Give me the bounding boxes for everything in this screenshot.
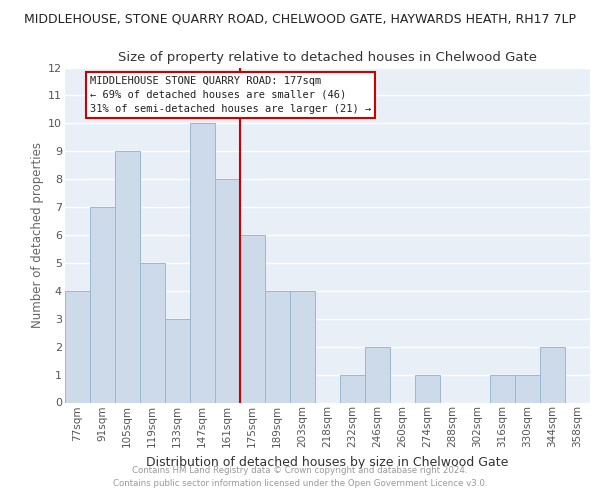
Text: MIDDLEHOUSE, STONE QUARRY ROAD, CHELWOOD GATE, HAYWARDS HEATH, RH17 7LP: MIDDLEHOUSE, STONE QUARRY ROAD, CHELWOOD… xyxy=(24,12,576,26)
Bar xyxy=(90,207,115,402)
Bar xyxy=(215,179,240,402)
Bar xyxy=(365,346,390,403)
Bar xyxy=(265,291,290,403)
Bar xyxy=(165,319,190,402)
Bar xyxy=(115,151,140,403)
Bar xyxy=(515,374,540,402)
Bar xyxy=(415,374,440,402)
Bar xyxy=(190,124,215,402)
Bar xyxy=(140,263,165,402)
Bar xyxy=(340,374,365,402)
Bar xyxy=(240,235,265,402)
Bar xyxy=(540,346,565,403)
X-axis label: Distribution of detached houses by size in Chelwood Gate: Distribution of detached houses by size … xyxy=(146,456,508,468)
Title: Size of property relative to detached houses in Chelwood Gate: Size of property relative to detached ho… xyxy=(118,50,537,64)
Text: MIDDLEHOUSE STONE QUARRY ROAD: 177sqm
← 69% of detached houses are smaller (46)
: MIDDLEHOUSE STONE QUARRY ROAD: 177sqm ← … xyxy=(90,76,371,114)
Bar xyxy=(490,374,515,402)
Y-axis label: Number of detached properties: Number of detached properties xyxy=(31,142,44,328)
Bar xyxy=(65,291,90,403)
Bar xyxy=(290,291,315,403)
Text: Contains HM Land Registry data © Crown copyright and database right 2024.
Contai: Contains HM Land Registry data © Crown c… xyxy=(113,466,487,487)
